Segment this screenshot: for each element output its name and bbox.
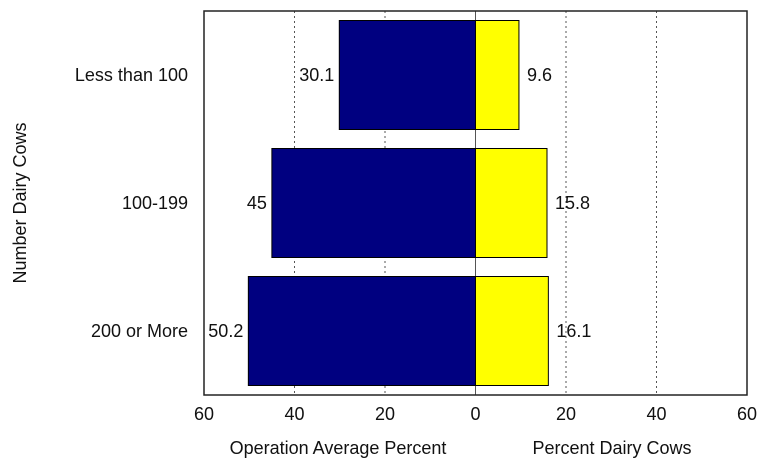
- x-tick-label: 20: [375, 404, 395, 424]
- bar-right: [475, 148, 548, 258]
- category-labels: Less than 100 100-199 200 or More: [75, 65, 188, 341]
- y-axis-label: Number Dairy Cows: [10, 122, 30, 283]
- value-label-left: 30.1: [299, 65, 334, 85]
- plot-frame: [203, 10, 748, 396]
- bar-left: [338, 20, 476, 130]
- bar-left: [247, 276, 476, 386]
- category-label: 200 or More: [91, 321, 188, 341]
- bar-right: [475, 20, 520, 130]
- value-label-left: 45: [247, 193, 267, 213]
- bar-left: [271, 148, 476, 258]
- category-label: Less than 100: [75, 65, 188, 85]
- x-tick-labels: 60 40 20 0 20 40 60: [194, 404, 757, 424]
- x-tick-label: 40: [284, 404, 304, 424]
- x-tick-label: 20: [556, 404, 576, 424]
- bars: [247, 20, 549, 386]
- bar-right: [475, 276, 549, 386]
- value-labels: 30.1 9.6 45 15.8 50.2 16.1: [208, 65, 591, 341]
- category-label: 100-199: [122, 193, 188, 213]
- value-label-right: 16.1: [556, 321, 591, 341]
- x-tick-label: 40: [646, 404, 666, 424]
- value-label-right: 15.8: [555, 193, 590, 213]
- x-axis-label-right: Percent Dairy Cows: [532, 438, 691, 458]
- value-label-left: 50.2: [208, 321, 243, 341]
- x-axis-label-left: Operation Average Percent: [230, 438, 447, 458]
- x-tick-label: 60: [194, 404, 214, 424]
- x-tick-label: 0: [470, 404, 480, 424]
- x-tick-label: 60: [737, 404, 757, 424]
- value-label-right: 9.6: [527, 65, 552, 85]
